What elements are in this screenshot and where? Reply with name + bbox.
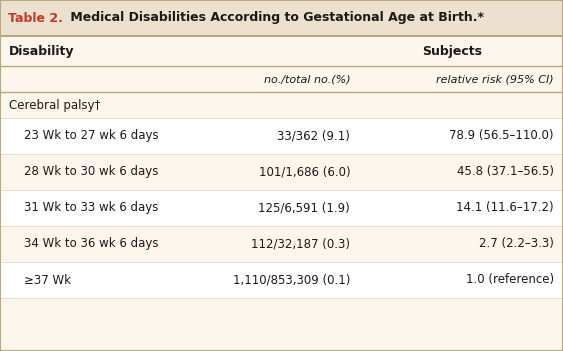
Bar bbox=[0, 154, 563, 190]
Text: no./total no.(%): no./total no.(%) bbox=[263, 74, 350, 84]
Text: 125/6,591 (1.9): 125/6,591 (1.9) bbox=[258, 201, 350, 214]
Text: 23 Wk to 27 wk 6 days: 23 Wk to 27 wk 6 days bbox=[9, 130, 159, 143]
Text: 45.8 (37.1–56.5): 45.8 (37.1–56.5) bbox=[457, 166, 554, 179]
Bar bbox=[0, 190, 563, 226]
Bar bbox=[0, 0, 563, 36]
Text: 112/32,187 (0.3): 112/32,187 (0.3) bbox=[251, 238, 350, 251]
Text: Table 2.: Table 2. bbox=[8, 12, 63, 25]
Text: 101/1,686 (6.0): 101/1,686 (6.0) bbox=[258, 166, 350, 179]
Text: Subjects: Subjects bbox=[422, 45, 482, 58]
Text: Disability: Disability bbox=[9, 45, 74, 58]
Text: 33/362 (9.1): 33/362 (9.1) bbox=[278, 130, 350, 143]
Bar bbox=[0, 118, 563, 154]
Bar bbox=[0, 262, 563, 298]
Text: Cerebral palsy†: Cerebral palsy† bbox=[9, 99, 100, 112]
Text: relative risk (95% CI): relative risk (95% CI) bbox=[436, 74, 554, 84]
Text: 2.7 (2.2–3.3): 2.7 (2.2–3.3) bbox=[479, 238, 554, 251]
Bar bbox=[0, 226, 563, 262]
Text: 28 Wk to 30 wk 6 days: 28 Wk to 30 wk 6 days bbox=[9, 166, 158, 179]
Text: 31 Wk to 33 wk 6 days: 31 Wk to 33 wk 6 days bbox=[9, 201, 158, 214]
Bar bbox=[0, 36, 563, 66]
Text: 14.1 (11.6–17.2): 14.1 (11.6–17.2) bbox=[457, 201, 554, 214]
Text: 1.0 (reference): 1.0 (reference) bbox=[466, 273, 554, 286]
Bar bbox=[0, 66, 563, 92]
Text: 34 Wk to 36 wk 6 days: 34 Wk to 36 wk 6 days bbox=[9, 238, 159, 251]
Text: 1,110/853,309 (0.1): 1,110/853,309 (0.1) bbox=[233, 273, 350, 286]
Text: ≥37 Wk: ≥37 Wk bbox=[9, 273, 71, 286]
Text: Medical Disabilities According to Gestational Age at Birth.*: Medical Disabilities According to Gestat… bbox=[66, 12, 484, 25]
Bar bbox=[0, 92, 563, 118]
Text: 78.9 (56.5–110.0): 78.9 (56.5–110.0) bbox=[449, 130, 554, 143]
